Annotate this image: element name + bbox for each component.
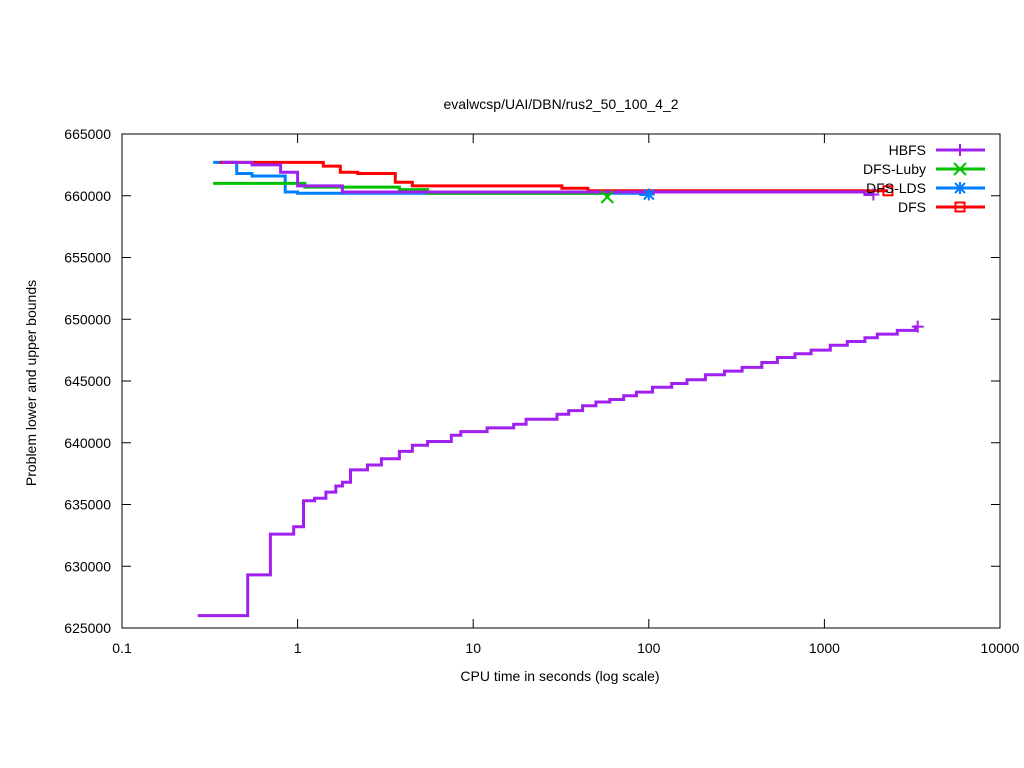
- legend-marker-dfs-lds: [954, 182, 966, 194]
- legend-label: HBFS: [889, 142, 926, 158]
- legend-marker-dfs: [954, 201, 966, 213]
- tick-layer: 0.1 1 10 100 1000 10000 625000 630000 635000 6400…: [64, 126, 1019, 656]
- legend-item-hbfs: HBFS: [889, 142, 985, 158]
- legend: HBFS DFS-Luby DFS-LDS DFS: [863, 142, 985, 215]
- y-tick-label: 635000: [64, 497, 111, 513]
- legend-item-dfs-lds: DFS-LDS: [866, 180, 985, 196]
- legend-label: DFS-LDS: [866, 180, 926, 196]
- series-layer: [197, 160, 924, 618]
- x-axis-title: CPU time in seconds (log scale): [460, 668, 659, 684]
- legend-item-dfs-luby: DFS-Luby: [863, 161, 985, 177]
- chart-title: evalwcsp/UAI/DBN/rus2_50_100_4_2: [443, 96, 678, 112]
- x-tick-label: 1000: [809, 640, 840, 656]
- series-line-hbfs: [197, 325, 918, 618]
- legend-marker-hbfs: [954, 144, 966, 156]
- series-end-marker-dfs-lds: [642, 188, 655, 201]
- series-end-marker-hbfs: [911, 320, 924, 333]
- y-tick-label: 655000: [64, 250, 111, 266]
- x-tick-label: 10: [465, 640, 481, 656]
- series-end-marker-hbfs-upper: [867, 188, 880, 201]
- y-axis-title: Problem lower and upper bounds: [23, 280, 39, 486]
- y-tick-label: 625000: [64, 620, 111, 636]
- x-tick-label: 0.1: [112, 640, 132, 656]
- legend-item-dfs: DFS: [898, 199, 985, 215]
- series-end-marker-dfs: [882, 185, 894, 197]
- x-tick-label: 100: [637, 640, 661, 656]
- y-tick-label: 630000: [64, 558, 111, 574]
- series-line-hbfs-upper: [221, 160, 874, 196]
- y-tick-label: 660000: [64, 188, 111, 204]
- x-tick-label: 1: [294, 640, 302, 656]
- series-line-dfs: [219, 160, 888, 193]
- y-tick-label: 640000: [64, 435, 111, 451]
- legend-marker-dfs-luby: [953, 162, 967, 176]
- series-end-marker-dfs-luby: [600, 190, 614, 204]
- legend-label: DFS-Luby: [863, 161, 926, 177]
- x-tick-label: 10000: [981, 640, 1020, 656]
- legend-label: DFS: [898, 199, 926, 215]
- y-tick-label: 665000: [64, 126, 111, 142]
- y-tick-label: 645000: [64, 373, 111, 389]
- y-tick-label: 650000: [64, 311, 111, 327]
